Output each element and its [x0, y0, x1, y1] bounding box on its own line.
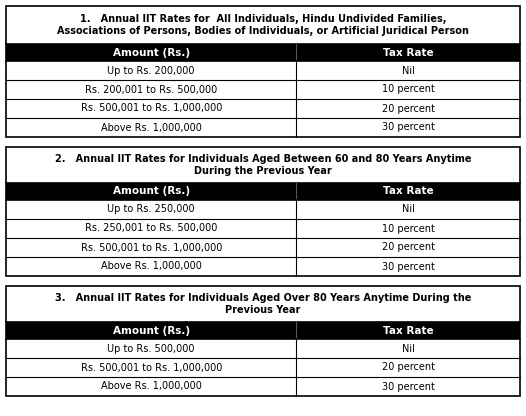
- Text: 10 percent: 10 percent: [382, 84, 434, 94]
- Text: 20 percent: 20 percent: [382, 243, 434, 253]
- Text: 3.   Annual IIT Rates for Individuals Aged Over 80 Years Anytime During the
Prev: 3. Annual IIT Rates for Individuals Aged…: [55, 293, 471, 315]
- Text: 20 percent: 20 percent: [382, 104, 434, 114]
- Text: 20 percent: 20 percent: [382, 362, 434, 372]
- Text: Amount (Rs.): Amount (Rs.): [113, 47, 190, 57]
- Text: Amount (Rs.): Amount (Rs.): [113, 325, 190, 335]
- Text: Up to Rs. 500,000: Up to Rs. 500,000: [107, 344, 195, 354]
- Text: Rs. 500,001 to Rs. 1,000,000: Rs. 500,001 to Rs. 1,000,000: [80, 362, 222, 372]
- Bar: [6, 6, 520, 137]
- Text: Rs. 500,001 to Rs. 1,000,000: Rs. 500,001 to Rs. 1,000,000: [80, 104, 222, 114]
- Text: Above Rs. 1,000,000: Above Rs. 1,000,000: [101, 381, 201, 391]
- Text: 30 percent: 30 percent: [382, 262, 434, 272]
- Text: Up to Rs. 200,000: Up to Rs. 200,000: [107, 65, 195, 75]
- Text: Tax Rate: Tax Rate: [383, 186, 433, 196]
- Text: Up to Rs. 250,000: Up to Rs. 250,000: [107, 205, 195, 215]
- Bar: [6, 44, 520, 61]
- Text: 30 percent: 30 percent: [382, 122, 434, 133]
- Text: Nil: Nil: [402, 344, 414, 354]
- Text: 10 percent: 10 percent: [382, 223, 434, 233]
- Text: Rs. 500,001 to Rs. 1,000,000: Rs. 500,001 to Rs. 1,000,000: [80, 243, 222, 253]
- Text: Amount (Rs.): Amount (Rs.): [113, 186, 190, 196]
- Bar: [6, 147, 520, 276]
- Text: Above Rs. 1,000,000: Above Rs. 1,000,000: [101, 122, 201, 133]
- Bar: [6, 322, 520, 339]
- Text: Above Rs. 1,000,000: Above Rs. 1,000,000: [101, 262, 201, 272]
- Text: Nil: Nil: [402, 205, 414, 215]
- Text: Tax Rate: Tax Rate: [383, 325, 433, 335]
- Text: Rs. 250,001 to Rs. 500,000: Rs. 250,001 to Rs. 500,000: [85, 223, 217, 233]
- Text: Nil: Nil: [402, 65, 414, 75]
- Bar: [6, 286, 520, 396]
- Text: 2.   Annual IIT Rates for Individuals Aged Between 60 and 80 Years Anytime
Durin: 2. Annual IIT Rates for Individuals Aged…: [55, 154, 471, 176]
- Bar: [6, 183, 520, 200]
- Text: 1.   Annual IIT Rates for  All Individuals, Hindu Undivided Families,
Associatio: 1. Annual IIT Rates for All Individuals,…: [57, 14, 469, 36]
- Text: 30 percent: 30 percent: [382, 381, 434, 391]
- Text: Tax Rate: Tax Rate: [383, 47, 433, 57]
- Text: Rs. 200,001 to Rs. 500,000: Rs. 200,001 to Rs. 500,000: [85, 84, 217, 94]
